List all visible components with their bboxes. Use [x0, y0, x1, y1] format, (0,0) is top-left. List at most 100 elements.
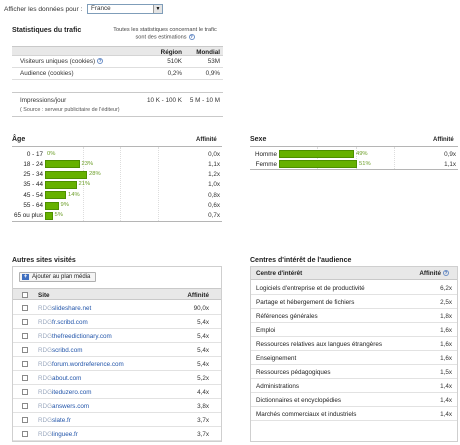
site-name: scribd.com — [52, 346, 83, 354]
site-affinity: 3,7x — [197, 430, 209, 438]
interest-affinity: 1,8x — [440, 312, 452, 320]
help-icon[interactable]: ? — [443, 270, 449, 277]
plus-icon: + — [22, 274, 29, 280]
age-row: 55 - 64 9% 0,6x — [12, 201, 222, 210]
interest-affinity: 6,2x — [440, 284, 452, 292]
sex-pct: 51% — [359, 160, 371, 167]
site-checkbox[interactable] — [22, 375, 28, 381]
help-icon[interactable]: ? — [188, 33, 195, 40]
sex-bar — [279, 160, 358, 168]
site-link[interactable]: RDGslate.fr — [38, 417, 71, 424]
stats-row-region: 0,2% — [167, 70, 182, 77]
age-bar — [45, 201, 59, 210]
site-checkbox[interactable] — [22, 333, 28, 339]
site-link[interactable]: RDGthefreedictionary.com — [38, 333, 112, 340]
age-label: 55 - 64 — [23, 202, 43, 209]
site-row: RDGlinguee.fr 3,7x — [13, 427, 221, 441]
site-affinity: 90,0x — [193, 304, 209, 312]
site-link[interactable]: RDGlinguee.fr — [38, 431, 78, 438]
sex-row: Homme 49% 0,9x — [250, 150, 458, 158]
age-affinity: 1,0x — [208, 181, 220, 189]
site-checkbox[interactable] — [22, 389, 28, 395]
site-checkbox[interactable] — [22, 347, 28, 353]
site-affinity: 5,4x — [197, 318, 209, 326]
age-bar — [45, 170, 87, 179]
site-prefix: RDG — [38, 318, 52, 326]
interest-name: Marchés commerciaux et industriels — [256, 410, 357, 418]
age-chart: 0 - 17 0% 0,0x 18 - 24 23% 1,1x 25 - 34 28% 1,2x… — [12, 146, 222, 222]
site-checkbox[interactable] — [22, 403, 28, 409]
interests-title: Centres d'intérêt de l'audience — [250, 257, 352, 264]
site-prefix: RDG — [38, 416, 52, 424]
age-pct: 23% — [81, 160, 94, 167]
site-link[interactable]: RDGanswers.com — [38, 403, 89, 410]
age-label: 65 ou plus — [13, 212, 43, 220]
other-sites-panel: + Ajouter au plan média Site Affinité RD… — [12, 266, 222, 442]
stats-row-world: 53M — [207, 58, 220, 65]
age-affinity: 0,0x — [208, 150, 220, 158]
col-site: Site — [38, 291, 50, 299]
age-bar — [45, 160, 80, 169]
impressions-region: 10 K - 100 K — [146, 97, 182, 104]
site-affinity: 3,8x — [197, 402, 209, 410]
country-select[interactable]: France ▼ — [87, 4, 163, 14]
site-row: RDGthefreedictionary.com 5,4x — [13, 329, 221, 343]
stats-row-label: Audience (cookies) — [20, 70, 74, 77]
country-select-value: France — [91, 5, 111, 12]
age-affinity-header: Affinité — [196, 137, 217, 143]
site-checkbox[interactable] — [22, 431, 28, 437]
select-all-checkbox[interactable] — [22, 291, 28, 298]
chevron-down-icon[interactable]: ▼ — [153, 5, 162, 13]
interest-affinity: 1,4x — [440, 410, 452, 418]
age-row: 65 ou plus 5% 0,7x — [12, 211, 222, 220]
site-prefix: RDG — [38, 360, 52, 368]
site-link[interactable]: RDGscribd.com — [38, 347, 82, 354]
site-checkbox[interactable] — [22, 361, 28, 367]
age-pct: 28% — [89, 171, 101, 178]
interest-affinity: 1,6x — [440, 340, 452, 348]
site-link[interactable]: RDGslideshare.net — [38, 305, 91, 312]
interest-name: Références générales — [256, 312, 318, 320]
interests-header: Centre d'intérêt Affinité? — [251, 267, 457, 280]
interest-name: Administrations — [256, 382, 300, 390]
sex-title: Sexe — [250, 136, 267, 143]
site-affinity: 5,4x — [197, 346, 209, 354]
sex-affinity: 1,1x — [444, 160, 456, 168]
stats-row-label: Visiteurs uniques (cookies)? — [20, 58, 104, 65]
interest-row: Marchés commerciaux et industriels 1,4x — [251, 407, 457, 421]
age-pct: 5% — [54, 212, 63, 219]
traffic-stats-note: Toutes les statistiques concernant le tr… — [110, 27, 220, 40]
traffic-stats-note-text: Toutes les statistiques concernant le tr… — [113, 27, 217, 40]
site-prefix: RDG — [38, 304, 52, 312]
site-row: RDGfr.scribd.com 5,4x — [13, 315, 221, 329]
site-name: answers.com — [52, 402, 90, 410]
site-link[interactable]: RDGabout.com — [38, 375, 81, 382]
age-bar — [45, 211, 53, 220]
interest-affinity: 1,4x — [440, 396, 452, 404]
site-link[interactable]: RDGforum.wordreference.com — [38, 361, 124, 368]
site-link[interactable]: RDGfr.scribd.com — [38, 319, 88, 326]
age-affinity: 1,1x — [208, 160, 220, 168]
age-pct: 21% — [78, 181, 91, 188]
interest-affinity: 1,5x — [440, 368, 452, 376]
site-name: thefreedictionary.com — [52, 332, 112, 340]
site-checkbox[interactable] — [22, 305, 28, 311]
grid-line — [317, 147, 319, 169]
age-label: 18 - 24 — [23, 160, 43, 168]
add-to-media-plan-button[interactable]: + Ajouter au plan média — [19, 272, 96, 282]
interest-row: Enseignement 1,6x — [251, 351, 457, 365]
site-checkbox[interactable] — [22, 417, 28, 423]
age-pct: 14% — [68, 191, 80, 198]
help-icon[interactable]: ? — [97, 58, 104, 65]
col-region: Région — [160, 49, 182, 56]
col-world: Mondial — [196, 49, 220, 56]
interest-affinity: 1,4x — [440, 382, 452, 390]
site-link[interactable]: RDGiteduzero.com — [38, 389, 92, 396]
site-prefix: RDG — [38, 402, 52, 410]
sex-label: Femme — [255, 160, 277, 168]
interest-name: Partage et hébergement de fichiers — [256, 298, 355, 306]
interest-row: Dictionnaires et encyclopédies 1,4x — [251, 393, 457, 407]
site-checkbox[interactable] — [22, 319, 28, 325]
age-affinity: 0,6x — [208, 202, 220, 209]
site-prefix: RDG — [38, 374, 52, 382]
